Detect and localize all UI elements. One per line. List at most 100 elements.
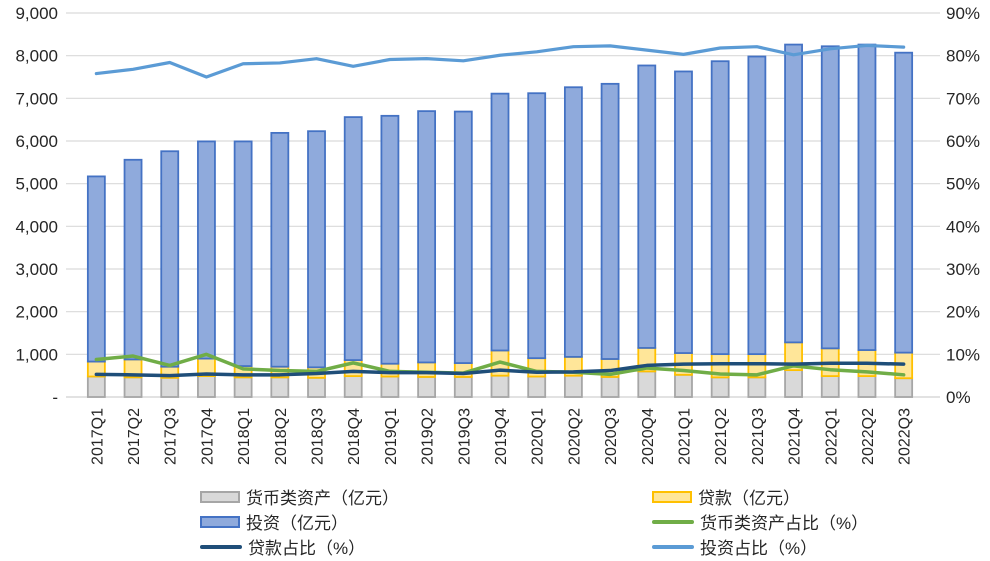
right-axis-tick-label: 80% xyxy=(946,47,980,66)
right-axis-tick-label: 60% xyxy=(946,132,980,151)
stacked-bars xyxy=(86,43,914,398)
bar-segment xyxy=(527,375,547,398)
left-axis-tick-label: 7,000 xyxy=(15,89,58,108)
right-axis-tick-label: 10% xyxy=(946,345,980,364)
bar-segment xyxy=(674,70,693,354)
x-axis-label: 2022Q3 xyxy=(897,408,914,465)
bar-segment xyxy=(747,376,767,398)
legend-label: 货币类资产占比（%） xyxy=(700,514,869,533)
legend-item-money-assets: 货币类资产（亿元） xyxy=(200,484,652,509)
bar-segment xyxy=(417,110,437,364)
x-axis-label: 2017Q1 xyxy=(89,408,106,465)
legend-item-loans-ratio: 贷款占比（%） xyxy=(200,534,652,559)
bar-segment xyxy=(417,361,437,378)
loans-ratio-line-swatch-icon xyxy=(200,544,242,549)
bar-segment xyxy=(784,43,803,344)
bar-segment xyxy=(233,376,253,398)
x-axis-label: 2019Q1 xyxy=(383,408,400,465)
x-axis-label: 2021Q4 xyxy=(787,408,804,465)
bar-segment xyxy=(123,158,143,361)
bar-segment xyxy=(197,140,216,360)
legend-item-loans: 贷款（亿元） xyxy=(652,484,980,509)
x-axis-label: 2021Q2 xyxy=(713,408,730,465)
left-axis-tick-label: 5,000 xyxy=(15,175,58,194)
bar-segment xyxy=(894,377,914,398)
x-axis-label: 2020Q4 xyxy=(640,408,657,465)
legend-label: 投资（亿元） xyxy=(246,514,348,533)
bar-segment xyxy=(563,86,583,358)
legend-label: 贷款（亿元） xyxy=(698,489,800,508)
bar-segment xyxy=(307,130,326,369)
x-axis-label: 2022Q1 xyxy=(823,408,840,465)
bar-segment xyxy=(343,116,363,361)
x-axis-labels: 2017Q1 2017Q2 2017Q3 2017Q4 2018Q1 2018Q2 2018… xyxy=(89,408,913,465)
legend-item-money-assets-ratio: 货币类资产占比（%） xyxy=(652,509,980,534)
bar-segment xyxy=(820,45,840,350)
x-axis-label: 2018Q3 xyxy=(310,408,327,465)
right-axis-tick-label: 50% xyxy=(946,175,980,194)
bar-segment xyxy=(233,140,253,367)
bar-segment xyxy=(270,131,290,368)
bar-segment xyxy=(270,376,290,398)
bar-segment xyxy=(527,92,547,360)
x-axis-label: 2019Q4 xyxy=(493,408,510,465)
bar-segment xyxy=(160,376,180,398)
investments-bar-swatch-icon xyxy=(200,515,240,528)
legend-label: 贷款占比（%） xyxy=(248,539,366,558)
left-axis-ticks: 9,000 8,000 7,000 6,000 5,000 4,000 3,000 2,000… xyxy=(15,4,58,407)
bar-segment xyxy=(563,374,583,398)
x-axis-label: 2017Q2 xyxy=(126,408,143,465)
line-series xyxy=(94,361,906,378)
bar-segment xyxy=(674,373,693,398)
bar-segment xyxy=(710,376,730,398)
left-axis-tick-label: 9,000 xyxy=(15,4,58,23)
line-series xyxy=(94,43,906,79)
right-axis-tick-label: 70% xyxy=(946,89,980,108)
x-axis-label: 2019Q2 xyxy=(420,408,437,465)
bar-segment xyxy=(820,375,840,398)
bar-segment xyxy=(307,376,326,398)
bar-segment xyxy=(894,51,914,354)
bar-segment xyxy=(380,114,400,365)
right-axis-tick-label: 30% xyxy=(946,260,980,279)
loans-bar-swatch-icon xyxy=(652,490,692,503)
money-assets-ratio-line-swatch-icon xyxy=(652,519,694,524)
x-axis-label: 2018Q1 xyxy=(236,408,253,465)
chart-legend: 货币类资产（亿元） 贷款（亿元） 投资（亿元） 货币类资产占比（%） 贷款占比（… xyxy=(200,484,980,559)
x-axis-label: 2021Q1 xyxy=(676,408,693,465)
bar-segment xyxy=(637,64,657,349)
legend-label: 货币类资产（亿元） xyxy=(246,489,399,508)
legend-item-investments: 投资（亿元） xyxy=(200,509,652,534)
right-axis-ticks: 90% 80% 70% 60% 50% 40% 30% 20% 10% 0% xyxy=(946,4,980,407)
x-axis-label: 2020Q1 xyxy=(530,408,547,465)
right-axis-tick-label: 40% xyxy=(946,217,980,236)
bar-segment xyxy=(86,375,106,398)
x-axis-label: 2018Q4 xyxy=(346,408,363,465)
bar-segment xyxy=(417,376,437,398)
bar-segment xyxy=(490,92,510,352)
bar-segment xyxy=(637,370,657,398)
left-axis-tick-label: 1,000 xyxy=(15,345,58,364)
bar-segment xyxy=(784,369,803,398)
bar-segment xyxy=(857,375,877,398)
right-axis-tick-label: 0% xyxy=(946,388,971,407)
investments-ratio-line-swatch-icon xyxy=(652,544,694,549)
plot-area: 9,000 8,000 7,000 6,000 5,000 4,000 3,000 2,000… xyxy=(15,4,980,465)
left-axis-tick-label: 2,000 xyxy=(15,303,58,322)
x-axis-label: 2020Q2 xyxy=(566,408,583,465)
right-axis-tick-label: 90% xyxy=(946,4,980,23)
left-axis-tick-label: 4,000 xyxy=(15,217,58,236)
legend-label: 投资占比（%） xyxy=(700,539,818,558)
money-assets-bar-swatch-icon xyxy=(200,490,240,503)
bar-segment xyxy=(600,82,620,360)
bar-segment xyxy=(197,375,216,398)
x-axis-label: 2018Q2 xyxy=(273,408,290,465)
bar-segment xyxy=(86,175,106,363)
x-axis-label: 2017Q3 xyxy=(163,408,180,465)
line-series xyxy=(94,352,906,377)
right-axis-tick-label: 20% xyxy=(946,303,980,322)
left-axis-tick-label: 8,000 xyxy=(15,47,58,66)
legend-item-investments-ratio: 投资占比（%） xyxy=(652,534,980,559)
bar-segment xyxy=(710,60,730,356)
